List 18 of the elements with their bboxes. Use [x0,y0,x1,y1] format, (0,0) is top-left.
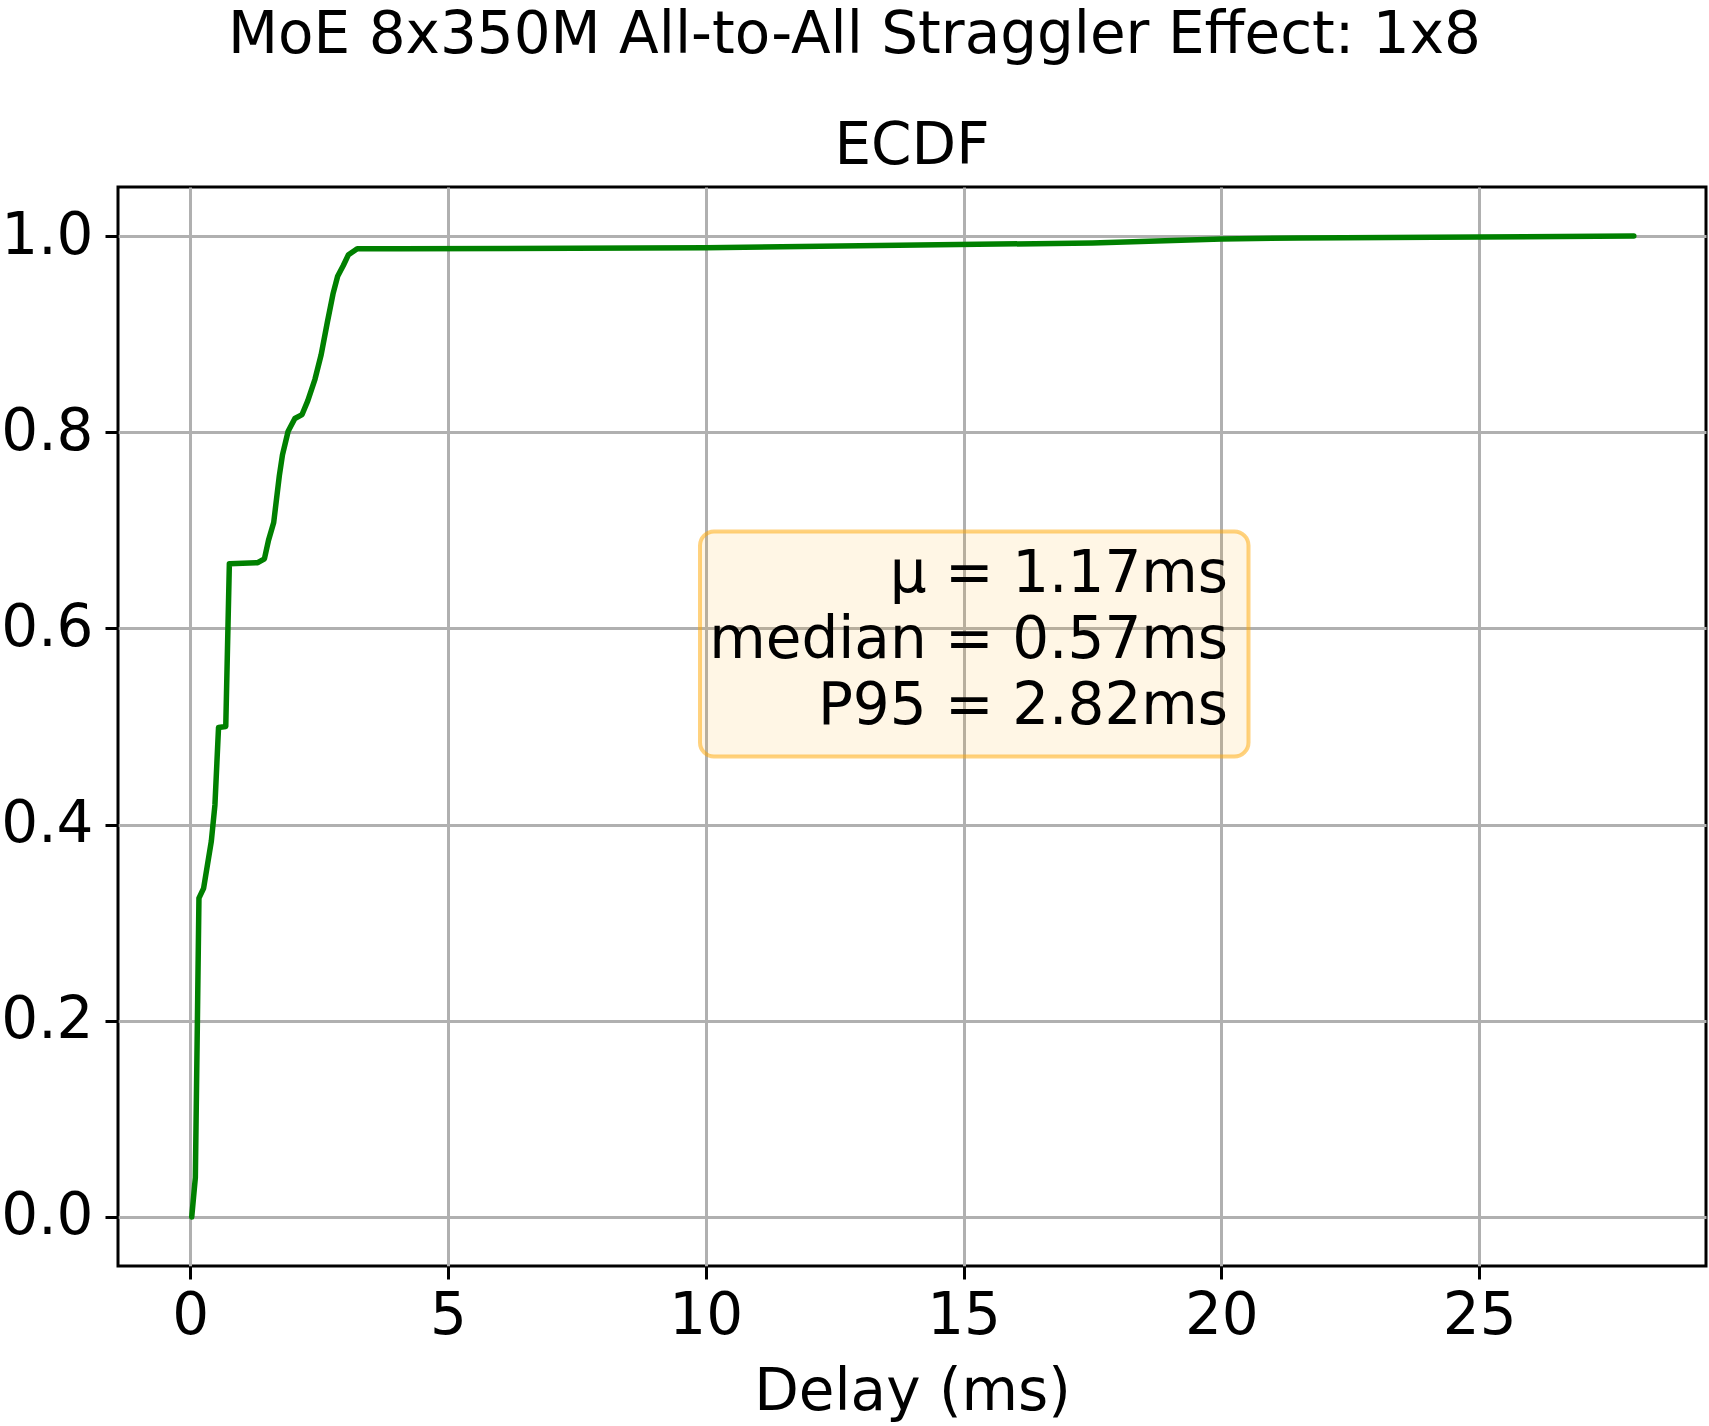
y-tick-label: 0.4 [1,788,94,857]
annotation: P95 = 2.82ms [817,670,1228,738]
y-tick-label: 1.0 [1,199,94,268]
x-tick-label: 10 [669,1279,744,1348]
y-tick-label: 0.2 [1,984,94,1053]
x-tick-label: 20 [1184,1279,1259,1348]
x-axis-title: Delay (ms) [754,1355,1071,1424]
y-tick-label: 0.0 [1,1180,94,1249]
chart-subtitle: ECDF [834,110,990,178]
x-tick-label: 0 [172,1279,210,1348]
x-tick-label: 25 [1442,1279,1517,1348]
annotation: μ = 1.17ms [889,538,1228,606]
chart-title: MoE 8x350M All-to-All Straggler Effect: 1x8 [228,0,1481,67]
y-tick-label: 0.8 [1,395,94,464]
y-tick-label: 0.6 [1,591,94,660]
annotation: median = 0.57ms [709,604,1228,672]
x-tick-label: 5 [430,1279,467,1348]
x-tick-label: 15 [927,1279,1001,1348]
